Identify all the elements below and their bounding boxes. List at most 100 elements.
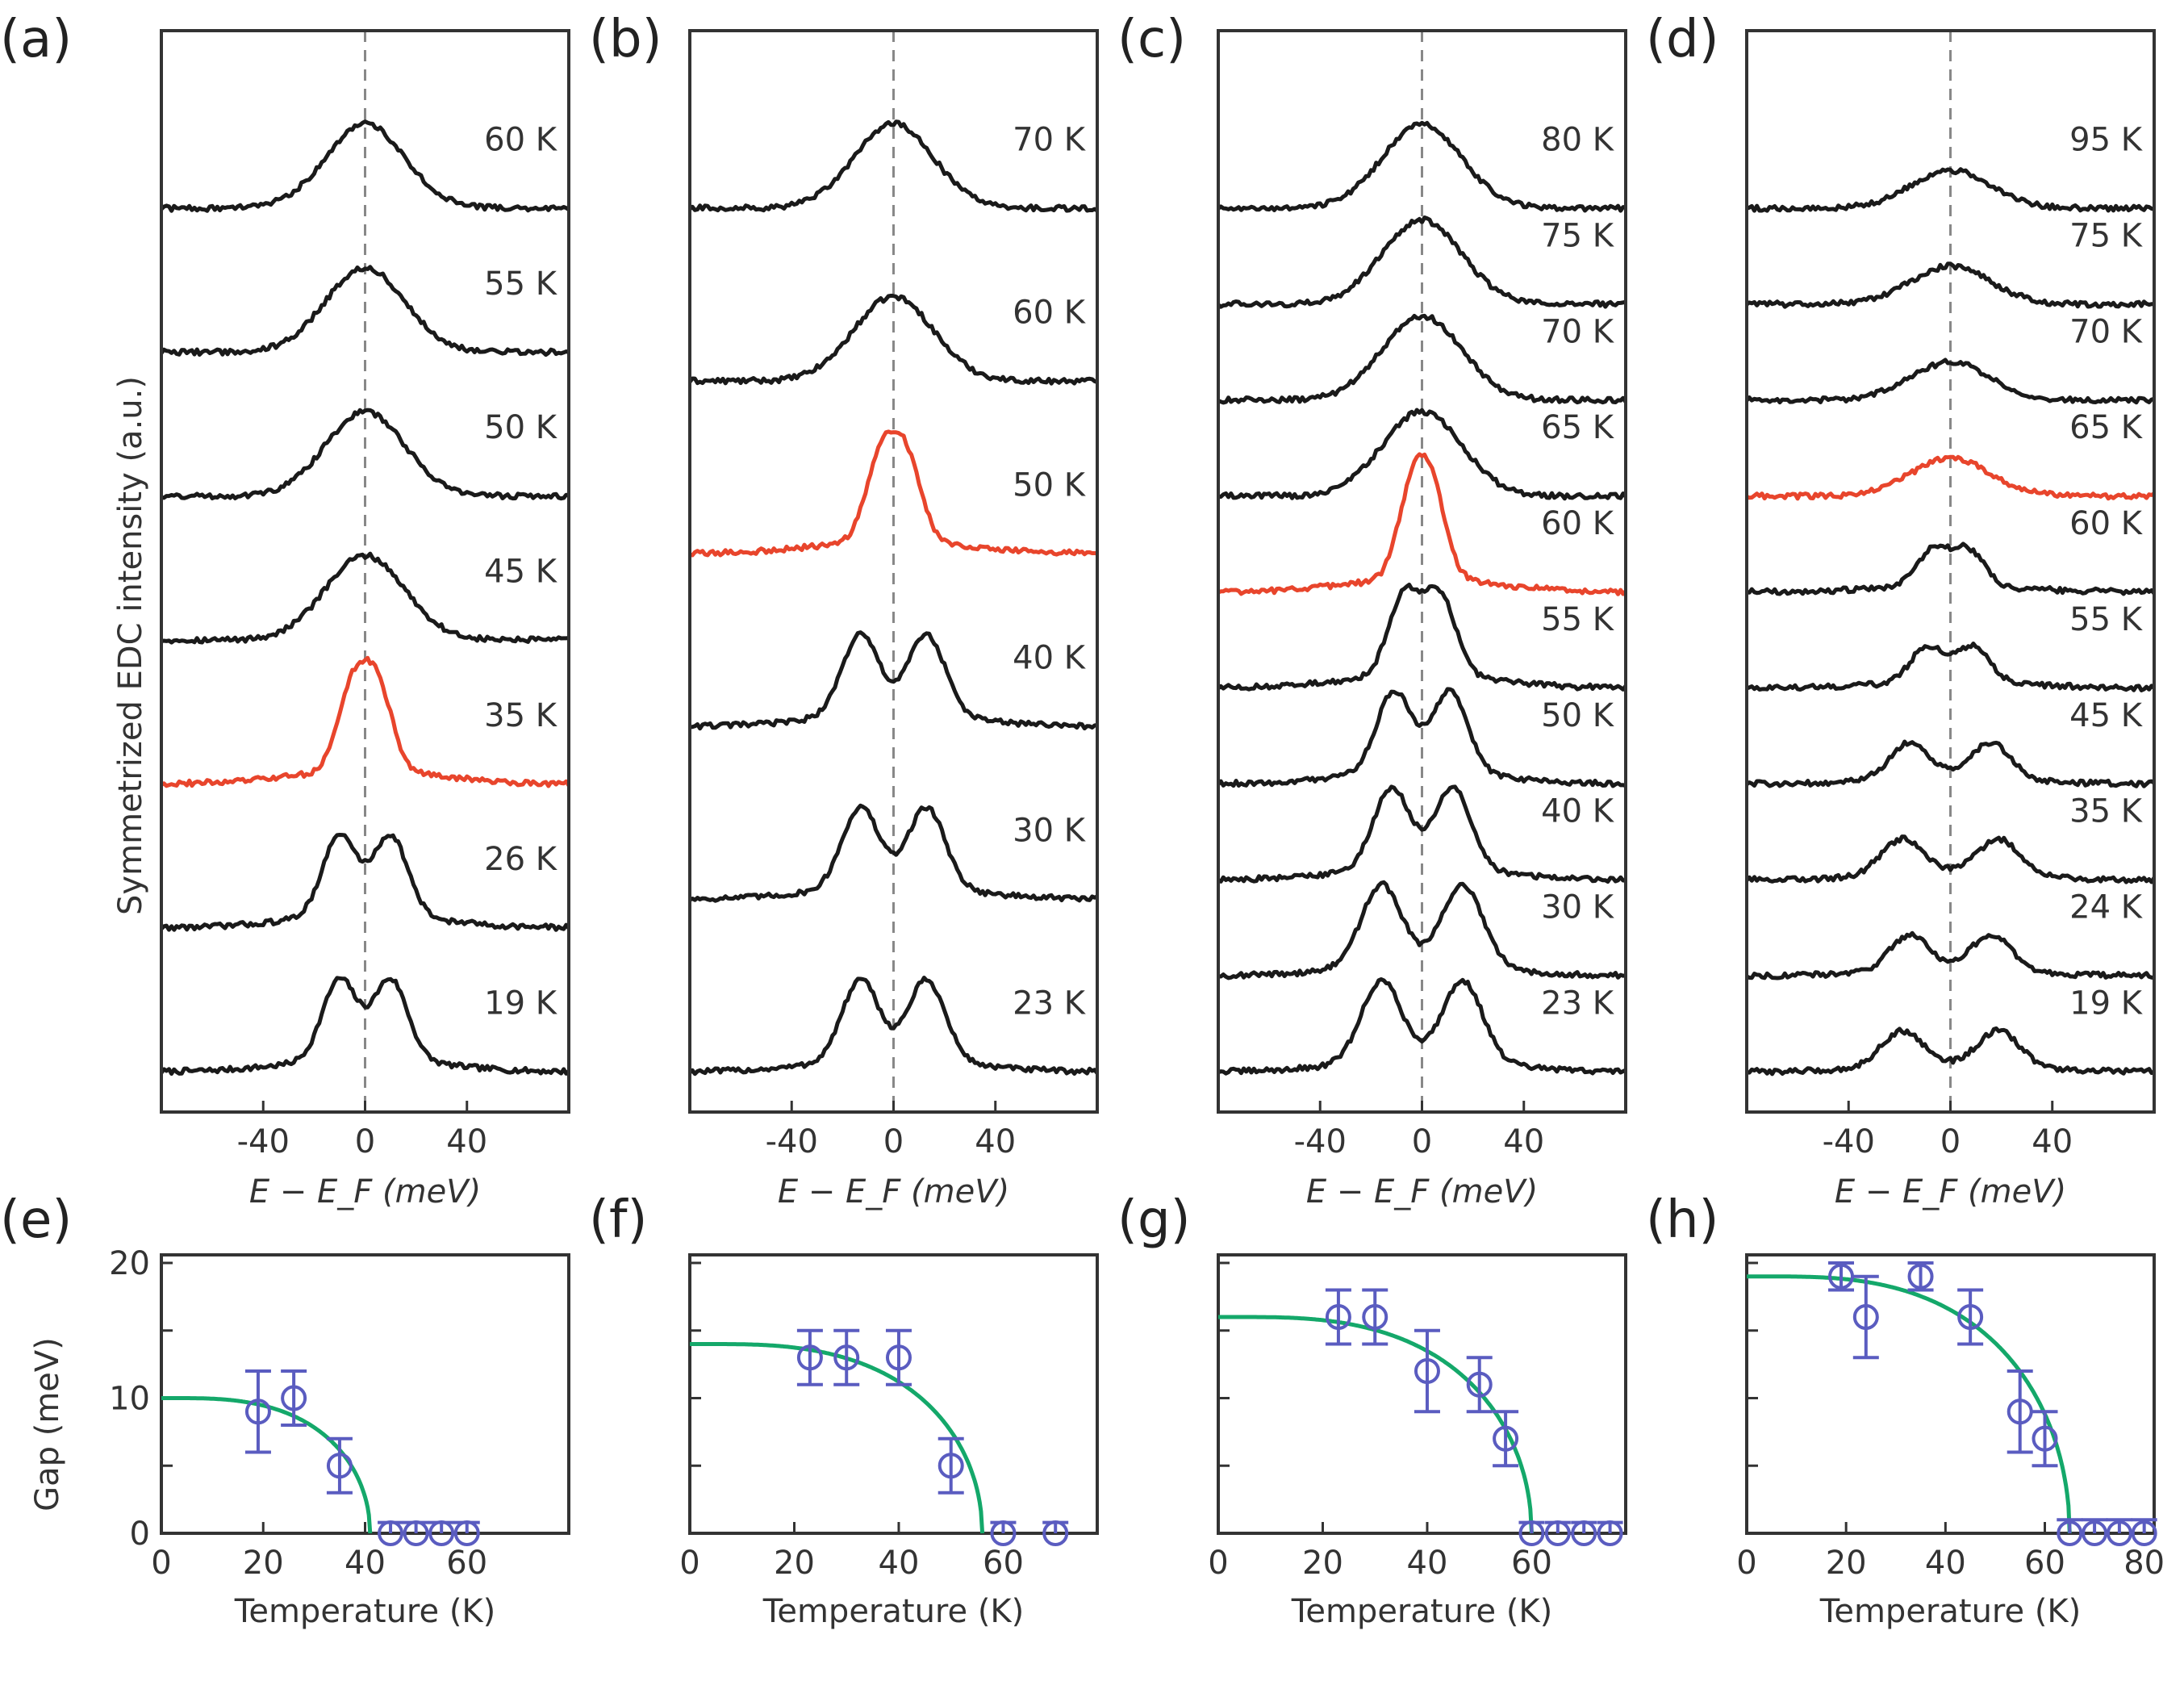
gap-data-point — [281, 1385, 307, 1411]
edc-curve — [1745, 930, 2155, 980]
gap-data-point — [1828, 1263, 1855, 1290]
panel-frame — [688, 1253, 1099, 1535]
panel-label: (b) — [589, 10, 662, 69]
gap-data-point — [1571, 1520, 1597, 1546]
x-tick-label: -40 — [237, 1123, 290, 1160]
temperature-label: 19 K — [484, 985, 558, 1022]
bcs-fit-curve — [161, 1396, 373, 1534]
gap-data-point — [453, 1520, 480, 1546]
x-tick-label: 60 — [1511, 1545, 1552, 1582]
temperature-label: 65 K — [1541, 409, 1615, 446]
edc-curve — [688, 976, 1099, 1077]
x-tick-label: 20 — [243, 1545, 284, 1582]
edc-curve — [1745, 454, 2156, 501]
gap-panels: 0 10 20 0 20 40 60 Temperature (K) (e) 0 20 40 60 Tem… — [0, 1190, 2165, 1630]
x-tick-label: 0 — [1208, 1545, 1228, 1582]
temperature-label: 60 K — [2069, 505, 2144, 542]
edc-curve — [160, 655, 571, 788]
temperature-label: 35 K — [484, 697, 558, 734]
x-tick-label: 40 — [879, 1545, 920, 1582]
x-tick-label: 0 — [883, 1123, 904, 1160]
edc-curve — [1745, 357, 2155, 405]
temperature-label: 55 K — [2069, 601, 2144, 638]
x-tick-label: -40 — [1823, 1123, 1875, 1160]
y-tick-label: 20 — [109, 1245, 150, 1282]
panel-label: (g) — [1117, 1190, 1191, 1250]
temperature-label: 75 K — [2069, 217, 2144, 254]
edc-curve — [1745, 739, 2156, 788]
x-tick-label: 0 — [151, 1545, 171, 1582]
edc-panel-a: 19 K 26 K 35 K 45 K 50 K 55 K 60 K -40 0 40 E − E_… — [0, 10, 571, 1210]
gap-data-point — [1414, 1358, 1440, 1384]
edc-curve — [1217, 583, 1628, 692]
x-axis-label: E − E_F (meV) — [778, 1173, 1009, 1210]
edc-curve — [1746, 642, 2156, 692]
gap-data-point — [885, 1344, 912, 1371]
gap-data-point — [428, 1520, 455, 1546]
temperature-label: 26 K — [484, 841, 558, 878]
gap-data-point — [378, 1520, 404, 1546]
temperature-label: 95 K — [2069, 122, 2144, 159]
edc-curve — [689, 630, 1098, 731]
x-tick-label: 60 — [983, 1545, 1024, 1582]
x-axis-label: E − E_F (meV) — [249, 1173, 481, 1210]
edc-curve — [1217, 977, 1627, 1076]
temperature-label: 30 K — [1013, 813, 1087, 850]
x-tick-label: 0 — [679, 1545, 699, 1582]
edc-curve — [1217, 120, 1626, 213]
temperature-label: 24 K — [2069, 889, 2144, 926]
edc-curve — [1745, 834, 2157, 884]
gap-data-point — [833, 1344, 860, 1371]
gap-data-point — [1325, 1304, 1351, 1330]
gap-data-point — [1597, 1520, 1623, 1546]
temperature-label: 60 K — [484, 122, 558, 159]
edc-curve — [161, 408, 570, 501]
gap-data-point — [1957, 1304, 1984, 1330]
edc-panel-d: 19 K 24 K 35 K 45 K 55 K 60 K 65 K 70 K 75 K 95 K… — [1646, 10, 2157, 1210]
edc-curve — [1746, 541, 2156, 596]
gap-data-point — [1907, 1263, 1934, 1290]
gap-data-point — [2007, 1399, 2033, 1425]
top-y-axis-label: Symmetrized EDC intensity (a.u.) — [112, 376, 149, 915]
gap-data-point — [937, 1453, 964, 1479]
temperature-label: 50 K — [1013, 467, 1087, 504]
gap-data-point — [990, 1520, 1017, 1546]
edc-curve — [1217, 687, 1627, 788]
gap-data-point — [2131, 1520, 2157, 1546]
temperature-label: 40 K — [1013, 640, 1087, 677]
edc-curve — [1217, 215, 1627, 309]
edc-panel-b: 23 K 30 K 40 K 50 K 60 K 70 K -40 0 40 E − E_F (m… — [589, 10, 1099, 1210]
x-tick-label: 40 — [1925, 1545, 1966, 1582]
panel-label: (d) — [1646, 10, 1719, 69]
x-tick-label: 20 — [1826, 1545, 1867, 1582]
gap-data-point — [403, 1520, 429, 1546]
edc-curve — [1746, 167, 2155, 213]
temperature-label: 80 K — [1541, 122, 1615, 159]
y-tick-label: 0 — [130, 1516, 150, 1553]
x-tick-label: 20 — [774, 1545, 815, 1582]
x-tick-label: 40 — [975, 1123, 1016, 1160]
x-tick-label: 0 — [1736, 1545, 1756, 1582]
x-axis-label: E − E_F (meV) — [1835, 1173, 2066, 1210]
temperature-label: 35 K — [2069, 793, 2144, 830]
x-axis-label: E − E_F (meV) — [1306, 1173, 1538, 1210]
x-tick-label: 60 — [446, 1545, 487, 1582]
temperature-label: 60 K — [1541, 505, 1615, 542]
bcs-fit-curve — [1218, 1315, 1534, 1534]
gap-panel-g: 0 20 40 60 Temperature (K) (g) — [1117, 1190, 1627, 1630]
x-tick-label: -40 — [766, 1123, 818, 1160]
gap-data-point — [1518, 1520, 1545, 1546]
bottom-y-axis-label: Gap (meV) — [29, 1337, 66, 1511]
panel-label: (e) — [0, 1190, 72, 1250]
temperature-label: 23 K — [1013, 985, 1087, 1022]
gap-data-point — [1544, 1520, 1571, 1546]
temperature-label: 45 K — [484, 554, 558, 591]
gap-data-point — [2032, 1425, 2058, 1452]
panel-label: (f) — [589, 1190, 647, 1250]
edc-curve — [688, 803, 1099, 903]
gap-data-point — [796, 1344, 823, 1371]
bcs-fit-curve — [1747, 1274, 2072, 1534]
x-tick-label: 40 — [2032, 1123, 2073, 1160]
x-tick-label: 40 — [446, 1123, 487, 1160]
temperature-label: 23 K — [1541, 985, 1615, 1022]
